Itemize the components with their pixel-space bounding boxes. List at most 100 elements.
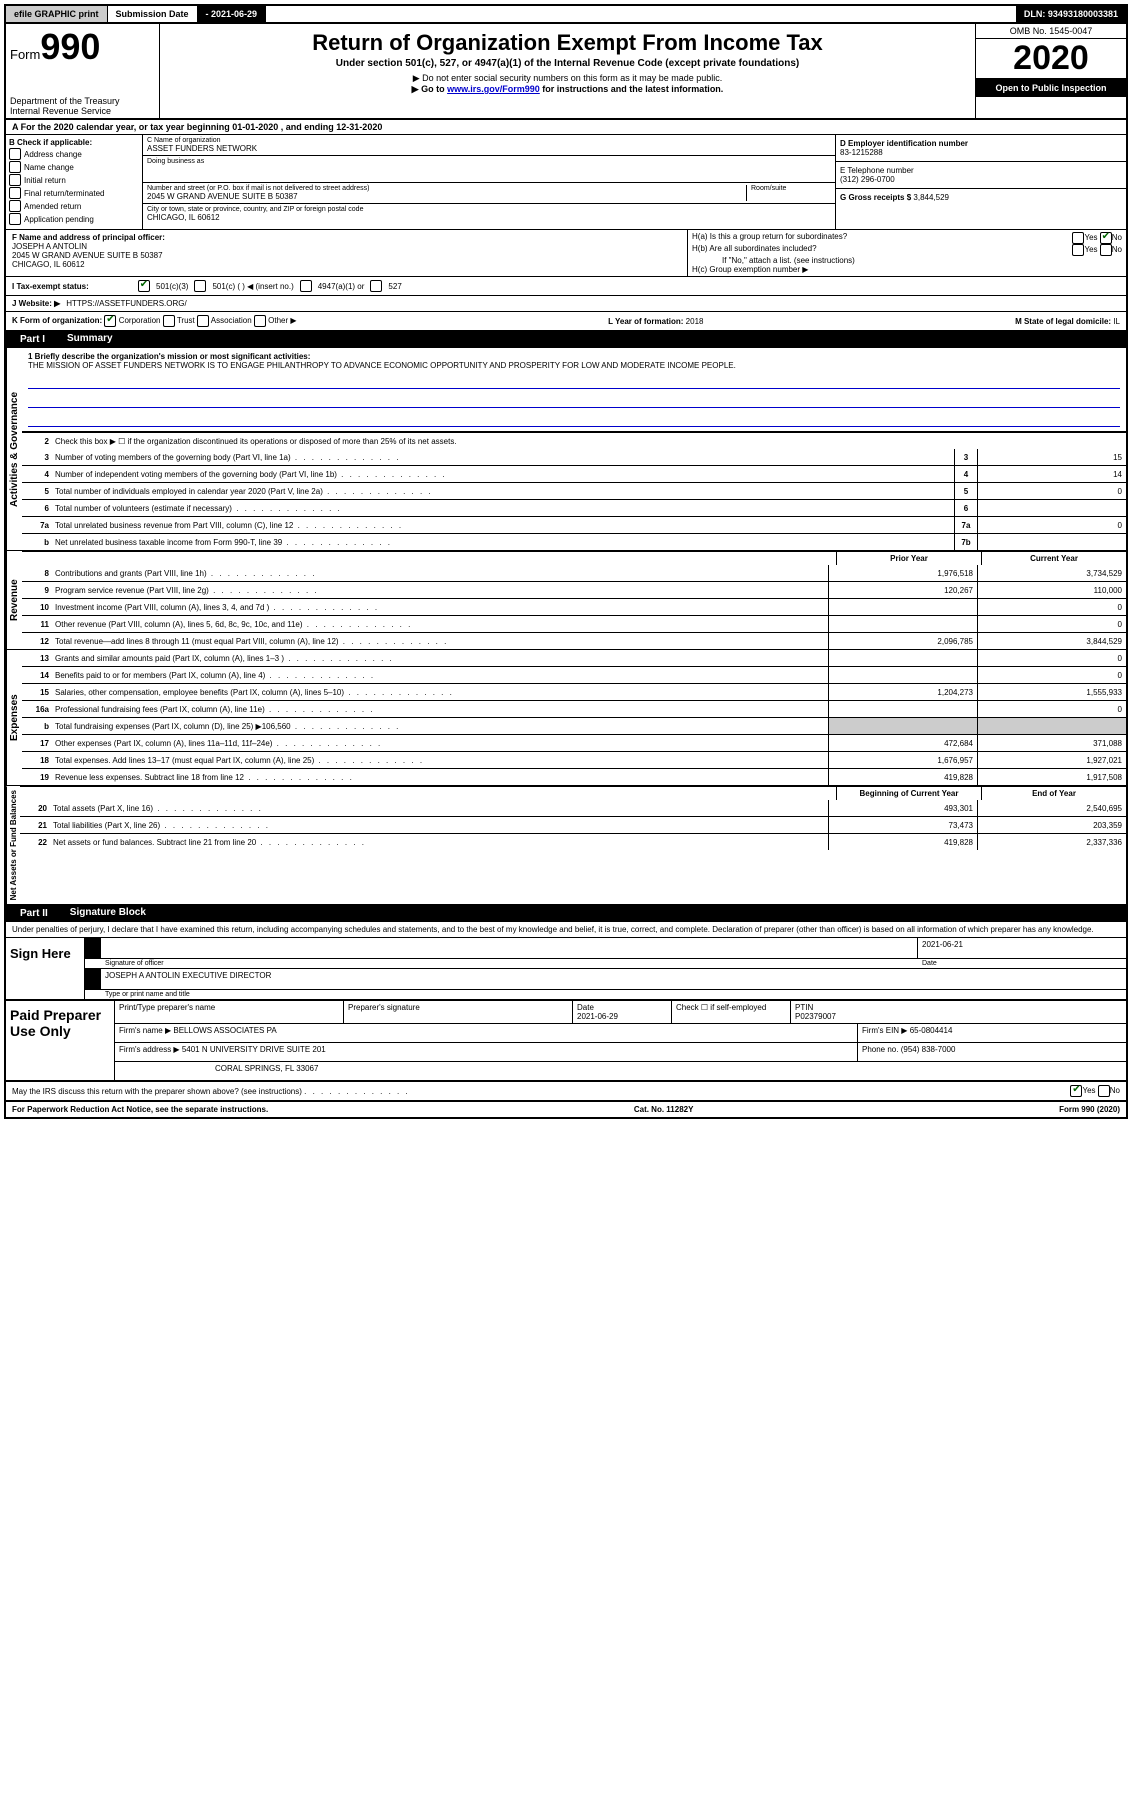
firm-ein: 65-0804414 (910, 1026, 953, 1035)
efile-label[interactable]: efile GRAPHIC print (6, 6, 108, 22)
chk-assoc[interactable] (197, 315, 209, 327)
sign-arrow-icon (85, 969, 101, 989)
preparer-title: Paid Preparer Use Only (6, 1001, 114, 1080)
data-row: 17Other expenses (Part IX, column (A), l… (22, 734, 1126, 751)
form-subtitle: Under section 501(c), 527, or 4947(a)(1)… (164, 58, 971, 69)
chk-501c3[interactable]: ✔ (138, 280, 150, 292)
data-row: 3Number of voting members of the governi… (22, 449, 1126, 465)
row-a-period: A For the 2020 calendar year, or tax yea… (6, 120, 1126, 135)
revenue-label: Revenue (6, 551, 22, 649)
name-label: C Name of organization (147, 137, 831, 144)
chk-final-return[interactable] (9, 187, 21, 199)
preparer-block: Paid Preparer Use Only Print/Type prepar… (6, 1001, 1126, 1082)
expenses-section: Expenses 13Grants and similar amounts pa… (6, 650, 1126, 786)
data-row: bTotal fundraising expenses (Part IX, co… (22, 717, 1126, 734)
firm-addr2: CORAL SPRINGS, FL 33067 (115, 1062, 1126, 1080)
org-name: ASSET FUNDERS NETWORK (147, 144, 831, 153)
officer-typed-name: JOSEPH A ANTOLIN EXECUTIVE DIRECTOR (101, 969, 1126, 989)
data-row: 13Grants and similar amounts paid (Part … (22, 650, 1126, 666)
data-row: 20Total assets (Part X, line 16)493,3012… (20, 800, 1126, 816)
omb-number: OMB No. 1545-0047 (976, 24, 1126, 39)
box-b: B Check if applicable: Address change Na… (6, 135, 143, 229)
box-c: C Name of organization ASSET FUNDERS NET… (143, 135, 835, 229)
data-row: 8Contributions and grants (Part VIII, li… (22, 565, 1126, 581)
entity-block: B Check if applicable: Address change Na… (6, 135, 1126, 230)
ein-label: D Employer identification number (840, 139, 1122, 148)
officer-signature[interactable] (101, 938, 917, 958)
chk-527[interactable] (370, 280, 382, 292)
firm-name: BELLOWS ASSOCIATES PA (173, 1026, 276, 1035)
ein-value: 83-1215288 (840, 148, 1122, 157)
year-formation: 2018 (686, 317, 704, 326)
irs-link[interactable]: www.irs.gov/Form990 (447, 84, 540, 94)
chk-name-change[interactable] (9, 161, 21, 173)
data-row: 6Total number of volunteers (estimate if… (22, 499, 1126, 516)
beg-year-header: Beginning of Current Year (836, 787, 981, 800)
data-row: 4Number of independent voting members of… (22, 465, 1126, 482)
chk-address-change[interactable] (9, 148, 21, 160)
ha-no[interactable]: ✔ (1100, 232, 1112, 244)
data-row: 9Program service revenue (Part VIII, lin… (22, 581, 1126, 598)
chk-app-pending[interactable] (9, 213, 21, 225)
form-number: 990 (40, 26, 100, 67)
chk-4947[interactable] (300, 280, 312, 292)
prep-selfemp[interactable]: Check ☐ if self-employed (672, 1001, 791, 1023)
data-row: 5Total number of individuals employed in… (22, 482, 1126, 499)
gross-label: G Gross receipts $ (840, 193, 911, 202)
mission-text: THE MISSION OF ASSET FUNDERS NETWORK IS … (28, 361, 1120, 370)
discuss-yes[interactable]: ✔ (1070, 1085, 1082, 1097)
officer-addr1: 2045 W GRAND AVENUE SUITE B 50387 (12, 251, 681, 260)
discuss-row: May the IRS discuss this return with the… (6, 1082, 1126, 1102)
firm-phone: (954) 838-7000 (901, 1045, 956, 1054)
city-label: City or town, state or province, country… (147, 206, 831, 213)
website-value: HTTPS://ASSETFUNDERS.ORG/ (66, 299, 186, 308)
officer-name: JOSEPH A ANTOLIN (12, 242, 681, 251)
chk-amended[interactable] (9, 200, 21, 212)
form-ref: Form 990 (2020) (1059, 1105, 1120, 1114)
irs-label: Internal Revenue Service (10, 106, 155, 116)
box-b-title: B Check if applicable: (9, 138, 139, 147)
sign-date: 2021-06-21 (917, 938, 1126, 958)
state-domicile: IL (1113, 317, 1120, 326)
dept-treasury: Department of the Treasury (10, 96, 155, 106)
box-i: I Tax-exempt status: ✔501(c)(3) 501(c) (… (6, 277, 1126, 296)
principal-h-row: F Name and address of principal officer:… (6, 230, 1126, 277)
mission-box: 1 Briefly describe the organization's mi… (22, 348, 1126, 432)
chk-501c[interactable] (194, 280, 206, 292)
box-f: F Name and address of principal officer:… (6, 230, 687, 276)
mission-line (28, 395, 1120, 408)
data-row: 21Total liabilities (Part X, line 26)73,… (20, 816, 1126, 833)
officer-addr2: CHICAGO, IL 60612 (12, 260, 681, 269)
header-right: OMB No. 1545-0047 2020 Open to Public In… (975, 24, 1126, 118)
data-row: 16aProfessional fundraising fees (Part I… (22, 700, 1126, 717)
ha-yes[interactable] (1072, 232, 1084, 244)
street-value: 2045 W GRAND AVENUE SUITE B 50387 (147, 192, 746, 201)
hb-no[interactable] (1100, 244, 1112, 256)
chk-other[interactable] (254, 315, 266, 327)
form-header: Form990 Department of the Treasury Inter… (6, 24, 1126, 120)
hb-yes[interactable] (1072, 244, 1084, 256)
current-year-header: Current Year (981, 552, 1126, 565)
paperwork-notice: For Paperwork Reduction Act Notice, see … (12, 1105, 268, 1114)
dln: DLN: 93493180003381 (1016, 6, 1126, 22)
data-row: 12Total revenue—add lines 8 through 11 (… (22, 632, 1126, 649)
phone-label: E Telephone number (840, 166, 1122, 175)
sign-arrow-icon (85, 938, 101, 958)
chk-initial-return[interactable] (9, 174, 21, 186)
open-inspection: Open to Public Inspection (976, 79, 1126, 97)
box-h: H(a) Is this a group return for subordin… (687, 230, 1126, 276)
room-label: Room/suite (751, 185, 831, 192)
part2-header: Part II Signature Block (6, 905, 1126, 922)
header-left: Form990 Department of the Treasury Inter… (6, 24, 160, 118)
chk-corp[interactable]: ✔ (104, 315, 116, 327)
mission-line (28, 414, 1120, 427)
top-bar: efile GRAPHIC print Submission Date - 20… (6, 6, 1126, 24)
submission-label: Submission Date (108, 6, 198, 22)
data-row: 7aTotal unrelated business revenue from … (22, 516, 1126, 533)
tax-year: 2020 (976, 39, 1126, 79)
chk-trust[interactable] (163, 315, 175, 327)
data-row: 14Benefits paid to or for members (Part … (22, 666, 1126, 683)
discuss-no[interactable] (1098, 1085, 1110, 1097)
header-mid: Return of Organization Exempt From Incom… (160, 24, 975, 118)
page-footer: For Paperwork Reduction Act Notice, see … (6, 1102, 1126, 1117)
